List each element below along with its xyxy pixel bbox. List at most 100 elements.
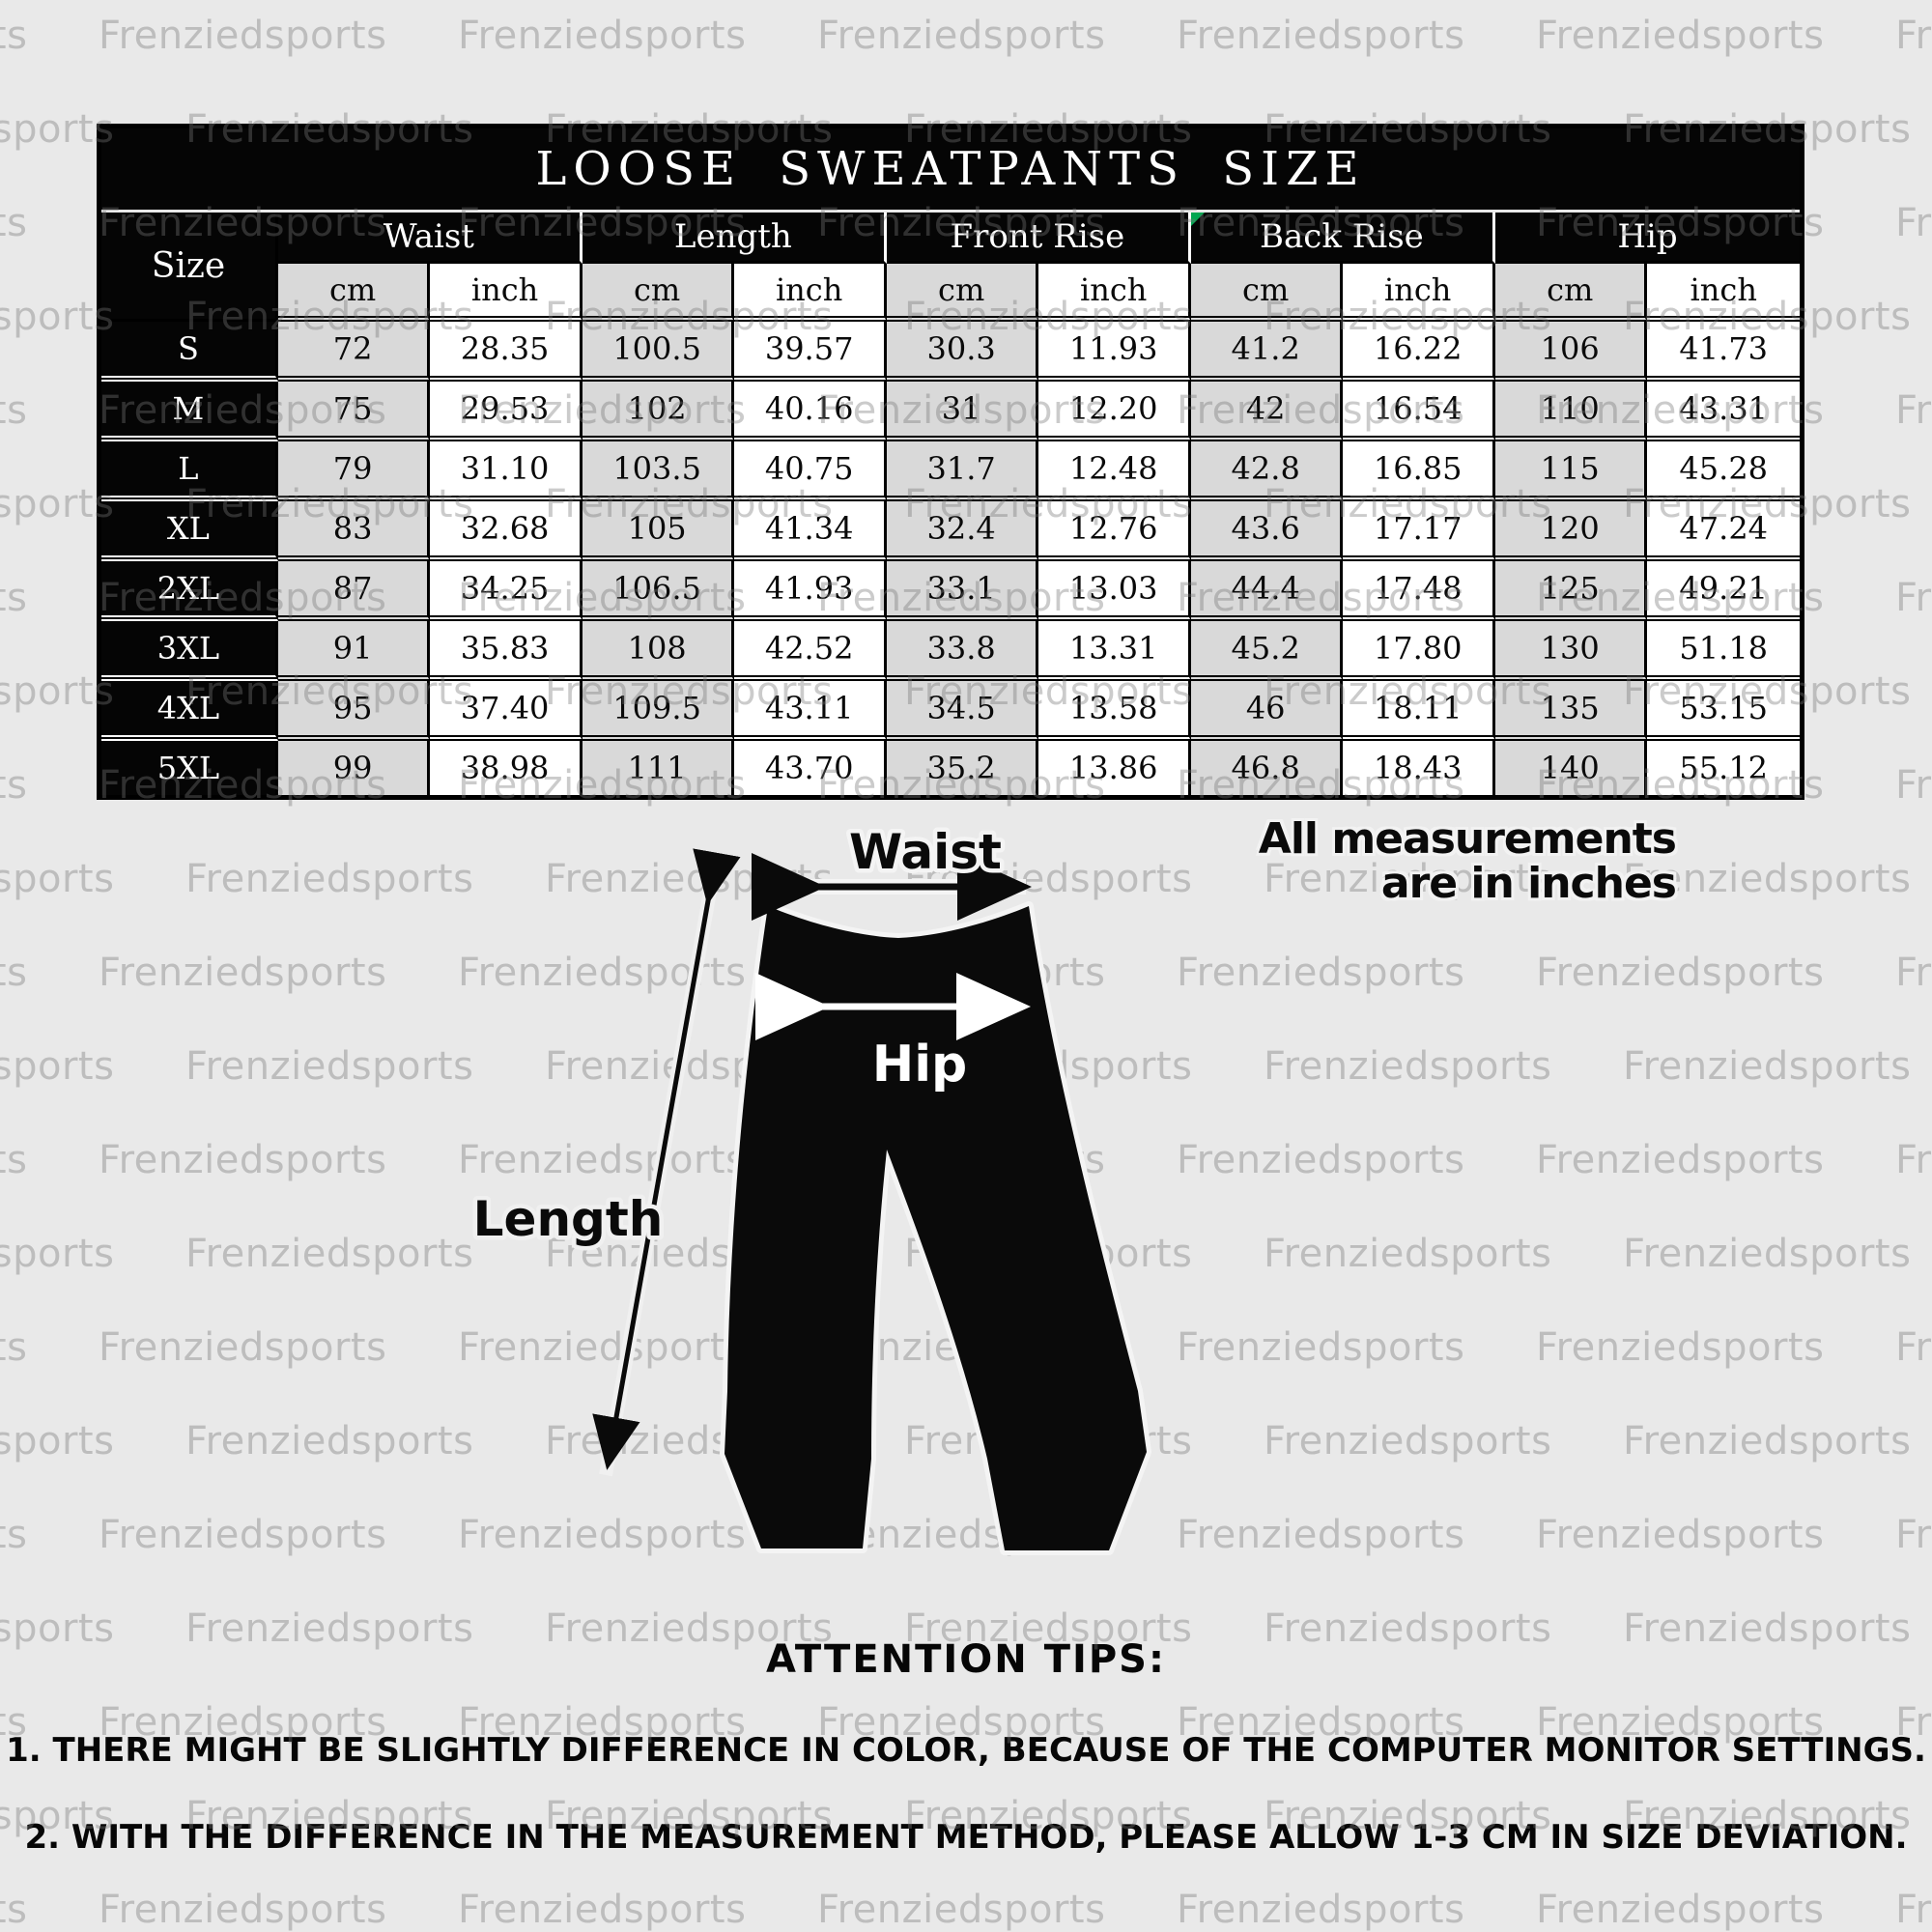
measurement-cell: 40.75 <box>734 441 887 501</box>
watermark-text: Frenziedsports <box>99 1513 387 1557</box>
watermark-text: Frenziedsports <box>0 14 28 58</box>
watermark-text: Frenziedsports <box>1264 1419 1552 1463</box>
row-size-label: S <box>101 322 278 382</box>
title-row: LOOSE SWEATPANTS SIZE <box>101 128 1800 213</box>
watermark-text: Frenziedsports <box>1177 1325 1465 1370</box>
measurement-cell: 91 <box>277 621 431 681</box>
table-row: S 72 28.35 100.5 39.57 30.3 11.93 41.2 16.22 106 4… <box>101 322 1800 382</box>
group-header-label: Back Rise <box>1260 217 1424 256</box>
watermark-text: Frenziedsports <box>1264 1044 1552 1089</box>
unit-header-cm: cm <box>886 264 1039 322</box>
measurement-cell: 35.83 <box>430 621 582 681</box>
measurement-cell: 42.8 <box>1190 441 1344 501</box>
size-table-body: S 72 28.35 100.5 39.57 30.3 11.93 41.2 16.22 106 4… <box>101 322 1800 795</box>
table-row: 3XL 91 35.83 108 42.52 33.8 13.31 45.2 17.80 130 5… <box>101 621 1800 681</box>
measurement-cell: 72 <box>277 322 431 382</box>
measurement-cell: 43.6 <box>1190 501 1344 561</box>
measurement-cell: 12.48 <box>1038 441 1191 501</box>
measurement-cell: 13.03 <box>1038 561 1191 621</box>
table-row: L 79 31.10 103.5 40.75 31.7 12.48 42.8 16.85 115 4… <box>101 441 1800 501</box>
table-row: XL 83 32.68 105 41.34 32.4 12.76 43.6 17.17 120 47… <box>101 501 1800 561</box>
measurement-cell: 30.3 <box>886 322 1039 382</box>
watermark-text: Frenziedsports <box>817 1888 1106 1932</box>
measurement-cell: 33.1 <box>886 561 1039 621</box>
measurement-cell: 28.35 <box>430 322 582 382</box>
watermark-text: Frenziedsports <box>1623 1232 1912 1276</box>
measurement-cell: 46 <box>1190 681 1344 741</box>
row-size-label: M <box>101 382 278 441</box>
measurement-cell: 41.93 <box>734 561 887 621</box>
watermark-text: Frenziedsports <box>817 14 1106 58</box>
watermark-text: Frenziedsports <box>1895 388 1932 433</box>
note-line-1: All measurements <box>1258 814 1677 864</box>
measurement-cell: 41.2 <box>1190 322 1344 382</box>
measurement-cell: 46.8 <box>1190 741 1344 795</box>
measurement-cell: 16.22 <box>1343 322 1495 382</box>
table-row: 4XL 95 37.40 109.5 43.11 34.5 13.58 46 18.11 135 5… <box>101 681 1800 741</box>
table-row: 2XL 87 34.25 106.5 41.93 33.1 13.03 44.4 17.48 12… <box>101 561 1800 621</box>
measurement-cell: 115 <box>1494 441 1648 501</box>
watermark-text: Frenziedsports <box>0 388 28 433</box>
watermark-text: Frenziedsports <box>1536 1888 1825 1932</box>
watermark-text: Frenziedsports <box>0 1419 115 1463</box>
tip-item-1: 1. THERE MIGHT BE SLIGHTLY DIFFERENCE IN… <box>6 1731 1926 1770</box>
watermark-text: Frenziedsports <box>1536 14 1825 58</box>
watermark-text: Frenziedsports <box>0 201 28 245</box>
unit-header-inch: inch <box>1343 264 1495 322</box>
watermark-text: Frenziedsports <box>1623 1419 1912 1463</box>
measurement-cell: 17.17 <box>1343 501 1495 561</box>
group-header-waist: Waist <box>277 213 582 264</box>
watermark-text: Frenziedsports <box>185 1044 474 1089</box>
watermark-text: Frenziedsports <box>1895 1138 1932 1182</box>
size-chart-table: LOOSE SWEATPANTS SIZE Size Waist Length … <box>97 124 1804 800</box>
measurement-cell: 49.21 <box>1647 561 1800 621</box>
measurement-note: All measurements are in inches <box>1258 814 1677 906</box>
measurement-cell: 140 <box>1494 741 1648 795</box>
watermark-text: Frenziedsports <box>1177 1888 1465 1932</box>
measurement-cell: 18.11 <box>1343 681 1495 741</box>
measurement-cell: 32.4 <box>886 501 1039 561</box>
watermark-text: Frenziedsports <box>99 1888 387 1932</box>
watermark-text: Frenziedsports <box>99 1138 387 1182</box>
unit-header-inch: inch <box>430 264 582 322</box>
watermark-text: Frenziedsports <box>1895 1513 1932 1557</box>
measurement-cell: 34.5 <box>886 681 1039 741</box>
measurement-cell: 108 <box>582 621 735 681</box>
watermark-text: Frenziedsports <box>1536 1138 1825 1182</box>
group-header-hip: Hip <box>1494 213 1800 264</box>
measurement-cell: 31.7 <box>886 441 1039 501</box>
measurement-cell: 106.5 <box>582 561 735 621</box>
measurement-cell: 29.53 <box>430 382 582 441</box>
measurement-cell: 100.5 <box>582 322 735 382</box>
size-column-header: Size <box>101 213 278 322</box>
measurement-cell: 105 <box>582 501 735 561</box>
measurement-cell: 45.2 <box>1190 621 1344 681</box>
measurement-cell: 11.93 <box>1038 322 1191 382</box>
unit-header-row: cm inch cm inch cm inch cm inch cm inch <box>101 264 1800 322</box>
watermark-text: Frenziedsports <box>0 1232 115 1276</box>
watermark-text: Frenziedsports <box>185 1419 474 1463</box>
measurement-cell: 53.15 <box>1647 681 1800 741</box>
measurement-cell: 39.57 <box>734 322 887 382</box>
measurement-cell: 42.52 <box>734 621 887 681</box>
length-label: Length <box>473 1191 664 1247</box>
measurement-cell: 79 <box>277 441 431 501</box>
row-size-label: 5XL <box>101 741 278 795</box>
watermark-text: Frenziedsports <box>1895 763 1932 808</box>
watermark-text: Frenziedsports <box>1895 951 1932 995</box>
unit-header-inch: inch <box>1647 264 1800 322</box>
watermark-text: Frenziedsports <box>0 576 28 620</box>
row-size-label: L <box>101 441 278 501</box>
watermark-text: Frenziedsports <box>1177 14 1465 58</box>
measurement-cell: 51.18 <box>1647 621 1800 681</box>
measurement-cell: 41.73 <box>1647 322 1800 382</box>
measurement-cell: 95 <box>277 681 431 741</box>
watermark-text: Frenziedsports <box>99 951 387 995</box>
sweatpants-measurement-diagram: Waist Hip Length <box>469 826 1151 1555</box>
measurement-cell: 38.98 <box>430 741 582 795</box>
attention-tips-heading: ATTENTION TIPS: <box>765 1637 1166 1682</box>
measurement-cell: 31 <box>886 382 1039 441</box>
watermark-text: Frenziedsports <box>0 1513 28 1557</box>
measurement-cell: 44.4 <box>1190 561 1344 621</box>
measurement-cell: 34.25 <box>430 561 582 621</box>
